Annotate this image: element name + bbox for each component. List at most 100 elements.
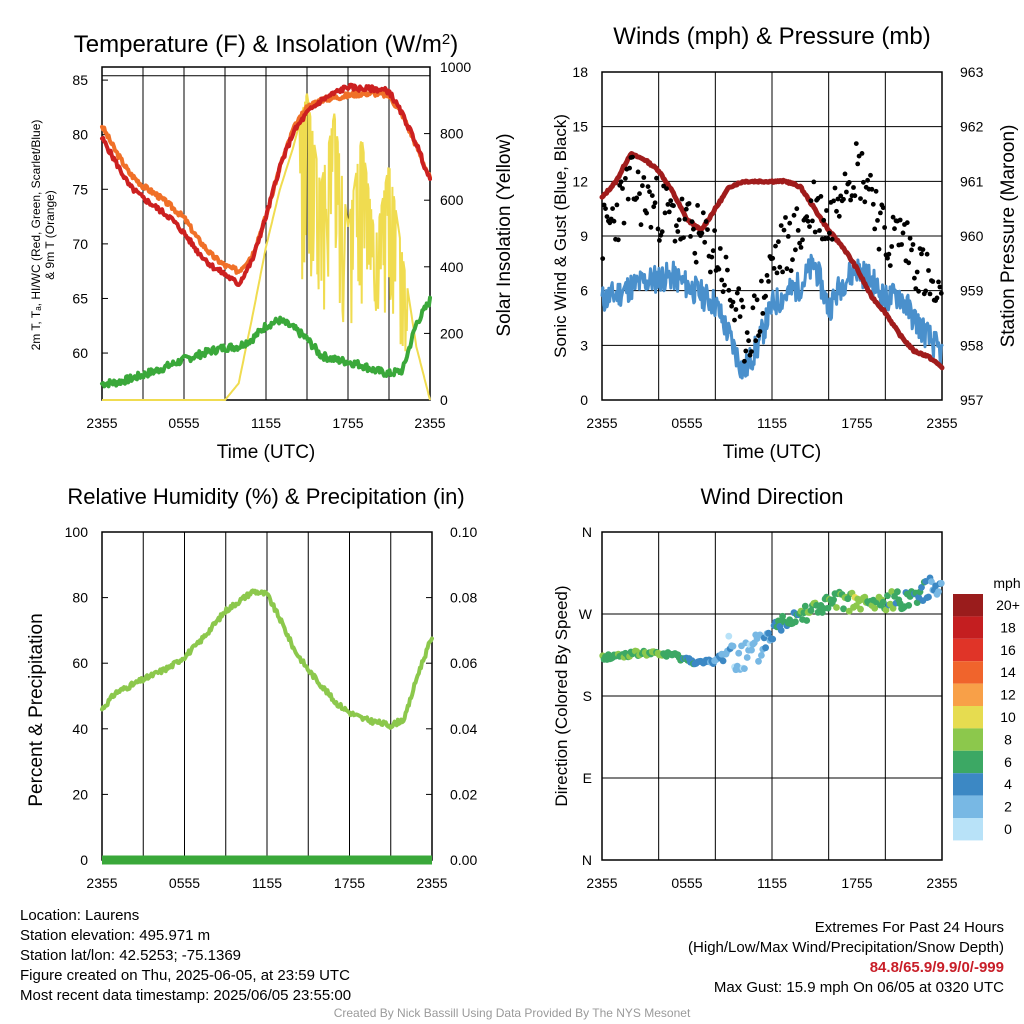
direction-point — [777, 627, 785, 634]
speed-legend-label: 4 — [1004, 776, 1012, 792]
credit-text: Created By Nick Bassill Using Data Provi… — [333, 1006, 691, 1020]
gust-point — [938, 290, 944, 296]
wind-x-tick-label: 2355 — [926, 415, 957, 431]
gust-point — [726, 287, 732, 293]
gust-point — [912, 275, 917, 281]
dir-title: Wind Direction — [700, 484, 843, 509]
dir-x-tick-label: 0555 — [671, 875, 702, 891]
rh-x-tick-label: 1155 — [252, 875, 282, 891]
gust-point — [630, 154, 635, 160]
gust-point — [710, 248, 716, 254]
direction-point — [879, 598, 887, 606]
dir-y-tick-label: N — [582, 852, 592, 868]
sonic-wind-line — [600, 253, 944, 380]
gust-point — [734, 290, 740, 296]
temp-title-end: ) — [450, 31, 458, 58]
rh-y2-tick-label: 0.02 — [450, 786, 477, 802]
gust-point — [621, 220, 627, 226]
gust-point — [744, 330, 750, 335]
gust-point — [876, 246, 882, 252]
temp-x-tick-label: 1155 — [251, 415, 281, 431]
gust-point — [737, 314, 743, 319]
gust-point — [906, 260, 912, 266]
rh-line — [100, 588, 434, 730]
speed-legend-swatch — [953, 795, 983, 818]
direction-point — [833, 604, 840, 611]
wind-y-tick-label: 15 — [572, 119, 588, 135]
wind-x-axis-label: Time (UTC) — [723, 442, 822, 463]
gust-point — [625, 196, 631, 202]
gust-point — [892, 226, 897, 232]
wind-x-tick-label: 0555 — [671, 415, 702, 431]
gust-point — [853, 141, 859, 147]
gust-point — [662, 210, 668, 216]
gust-point — [683, 206, 689, 212]
gust-point — [771, 266, 777, 271]
gust-point — [808, 198, 814, 204]
gust-point — [645, 184, 651, 190]
wind-x-tick-label: 1755 — [841, 415, 872, 431]
extremes-title: Extremes For Past 24 Hours — [814, 919, 1004, 936]
gust-point — [665, 202, 671, 207]
temp-x-tick-label: 2355 — [86, 415, 117, 431]
direction-point — [741, 665, 748, 672]
gust-point — [812, 229, 818, 235]
gust-point — [817, 228, 822, 233]
gust-point — [759, 278, 764, 284]
gust-point — [664, 186, 669, 192]
gust-point — [834, 208, 839, 214]
gust-point — [798, 245, 804, 250]
gust-point — [739, 297, 744, 303]
rh-y2-tick-label: 0.00 — [450, 852, 477, 868]
gust-point — [611, 218, 617, 224]
speed-legend-label: 0 — [1004, 821, 1012, 837]
wind-y-tick-label: 6 — [580, 283, 588, 299]
rh-y2-tick-label: 0.10 — [450, 524, 477, 540]
gust-point — [919, 251, 924, 257]
gust-point — [844, 189, 849, 195]
gust-point — [880, 205, 886, 211]
speed-legend-label: 20+ — [996, 597, 1020, 613]
gust-point — [766, 279, 771, 284]
gust-point — [603, 206, 608, 212]
temp-y-tick-label: 85 — [72, 72, 88, 88]
gust-point — [627, 165, 632, 171]
rh-x-tick-label: 2355 — [416, 875, 447, 891]
gust-point — [743, 348, 749, 354]
speed-legend-label: 14 — [1000, 664, 1016, 680]
gust-point — [638, 222, 644, 228]
direction-point — [905, 602, 913, 609]
gust-point — [882, 225, 887, 230]
direction-point — [801, 602, 809, 610]
gust-point — [676, 217, 682, 223]
gust-point — [875, 218, 880, 223]
direction-point — [748, 646, 755, 654]
wind-y-tick-label: 0 — [580, 392, 588, 408]
gust-point — [776, 239, 781, 245]
direction-point — [779, 612, 786, 620]
gust-point — [607, 220, 613, 226]
speed-legend-label: 12 — [1000, 687, 1016, 703]
gust-point — [753, 338, 759, 344]
wind-x-tick-label: 2355 — [586, 415, 617, 431]
gust-point — [848, 197, 853, 203]
temp-title-sup: 2 — [442, 31, 450, 48]
direction-point — [807, 607, 815, 614]
gust-point — [909, 247, 914, 253]
gust-point — [725, 267, 730, 273]
temp-y-axis-label: 2m T, Tₐ, HI/WC (Red, Green, Scarlet/Blu… — [29, 120, 43, 351]
gust-point — [729, 303, 734, 309]
gust-point — [855, 161, 861, 167]
gust-point — [691, 226, 696, 232]
gust-point — [783, 215, 788, 220]
gust-point — [870, 201, 876, 207]
gust-point — [778, 223, 784, 229]
gust-point — [790, 257, 795, 263]
gust-point — [679, 196, 685, 202]
direction-point — [830, 596, 837, 604]
gust-point — [736, 286, 742, 292]
extremes-subtitle: (High/Low/Max Wind/Precipitation/Snow De… — [688, 939, 1004, 956]
direction-point — [857, 605, 864, 613]
direction-point — [755, 657, 762, 665]
